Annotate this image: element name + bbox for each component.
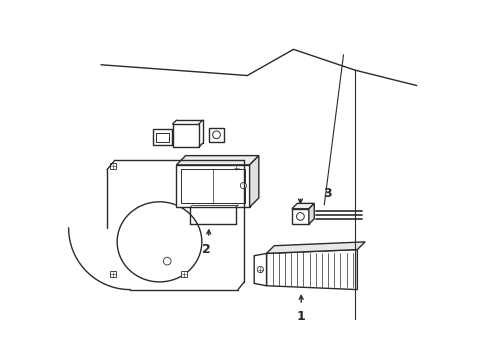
Circle shape xyxy=(296,213,304,220)
Bar xyxy=(110,163,117,170)
Polygon shape xyxy=(267,249,357,289)
Polygon shape xyxy=(176,156,259,165)
Bar xyxy=(110,271,117,277)
Polygon shape xyxy=(309,203,314,224)
Polygon shape xyxy=(267,242,365,253)
FancyBboxPatch shape xyxy=(153,130,172,145)
Bar xyxy=(176,165,249,207)
Bar xyxy=(292,209,309,224)
Circle shape xyxy=(257,266,264,273)
Polygon shape xyxy=(292,203,314,209)
Circle shape xyxy=(163,257,171,265)
Ellipse shape xyxy=(117,202,202,282)
Bar xyxy=(181,170,245,203)
Text: 1: 1 xyxy=(297,310,306,323)
Bar xyxy=(156,132,169,142)
Text: 3: 3 xyxy=(323,187,332,200)
Bar xyxy=(209,128,224,142)
Bar xyxy=(233,165,240,171)
Circle shape xyxy=(213,131,220,139)
Bar xyxy=(181,271,187,277)
Circle shape xyxy=(240,183,246,189)
Bar xyxy=(172,124,199,147)
Text: 2: 2 xyxy=(202,243,211,256)
Polygon shape xyxy=(254,253,267,286)
Polygon shape xyxy=(249,156,259,207)
